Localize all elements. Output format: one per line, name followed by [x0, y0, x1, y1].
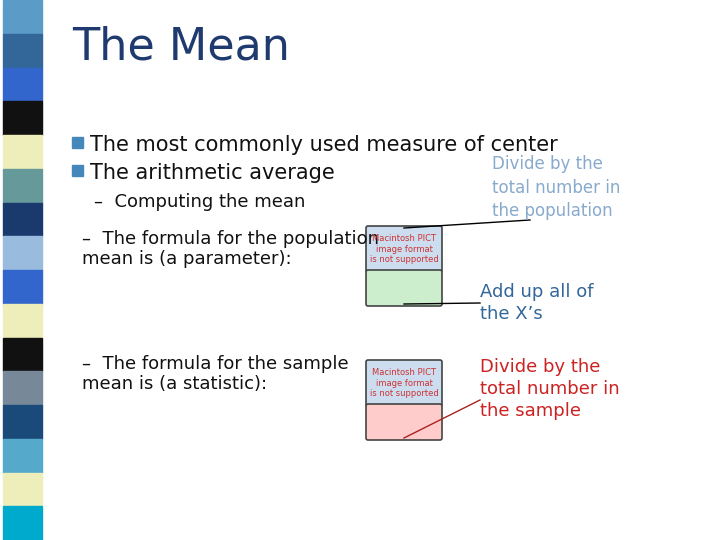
Bar	[3, 270, 42, 303]
Bar	[3, 237, 42, 270]
Text: Macintosh PICT
image format
is not supported: Macintosh PICT image format is not suppo…	[369, 234, 438, 264]
Text: Divide by the
total number in
the population: Divide by the total number in the popula…	[492, 155, 621, 220]
FancyBboxPatch shape	[366, 404, 442, 440]
Text: mean is (a parameter):: mean is (a parameter):	[82, 250, 292, 268]
Text: –  The formula for the sample: – The formula for the sample	[82, 355, 348, 373]
Bar	[3, 338, 42, 372]
Text: The most commonly used measure of center: The most commonly used measure of center	[90, 135, 558, 155]
Bar	[3, 507, 42, 540]
Text: Divide by the
total number in
the sample: Divide by the total number in the sample	[480, 358, 620, 421]
Bar	[3, 372, 42, 405]
Bar	[3, 405, 42, 438]
Text: mean is (a statistic):: mean is (a statistic):	[82, 375, 267, 393]
Bar	[3, 33, 42, 68]
Bar	[3, 438, 42, 472]
Text: –  The formula for the population: – The formula for the population	[82, 230, 379, 248]
Text: The arithmetic average: The arithmetic average	[90, 163, 335, 183]
Text: The Mean: The Mean	[72, 25, 290, 68]
FancyBboxPatch shape	[366, 226, 442, 272]
Bar	[3, 472, 42, 507]
Bar	[3, 0, 42, 33]
Text: –  Computing the mean: – Computing the mean	[94, 193, 305, 211]
Bar	[3, 303, 42, 338]
Bar	[3, 168, 42, 202]
Bar	[3, 102, 42, 135]
Bar	[72, 137, 83, 148]
FancyBboxPatch shape	[366, 360, 442, 406]
FancyBboxPatch shape	[366, 270, 442, 306]
Bar	[3, 68, 42, 102]
Text: Macintosh PICT
image format
is not supported: Macintosh PICT image format is not suppo…	[369, 368, 438, 398]
Bar	[3, 135, 42, 168]
Text: Add up all of
the X’s: Add up all of the X’s	[480, 283, 593, 323]
Bar	[72, 165, 83, 176]
Bar	[3, 202, 42, 237]
